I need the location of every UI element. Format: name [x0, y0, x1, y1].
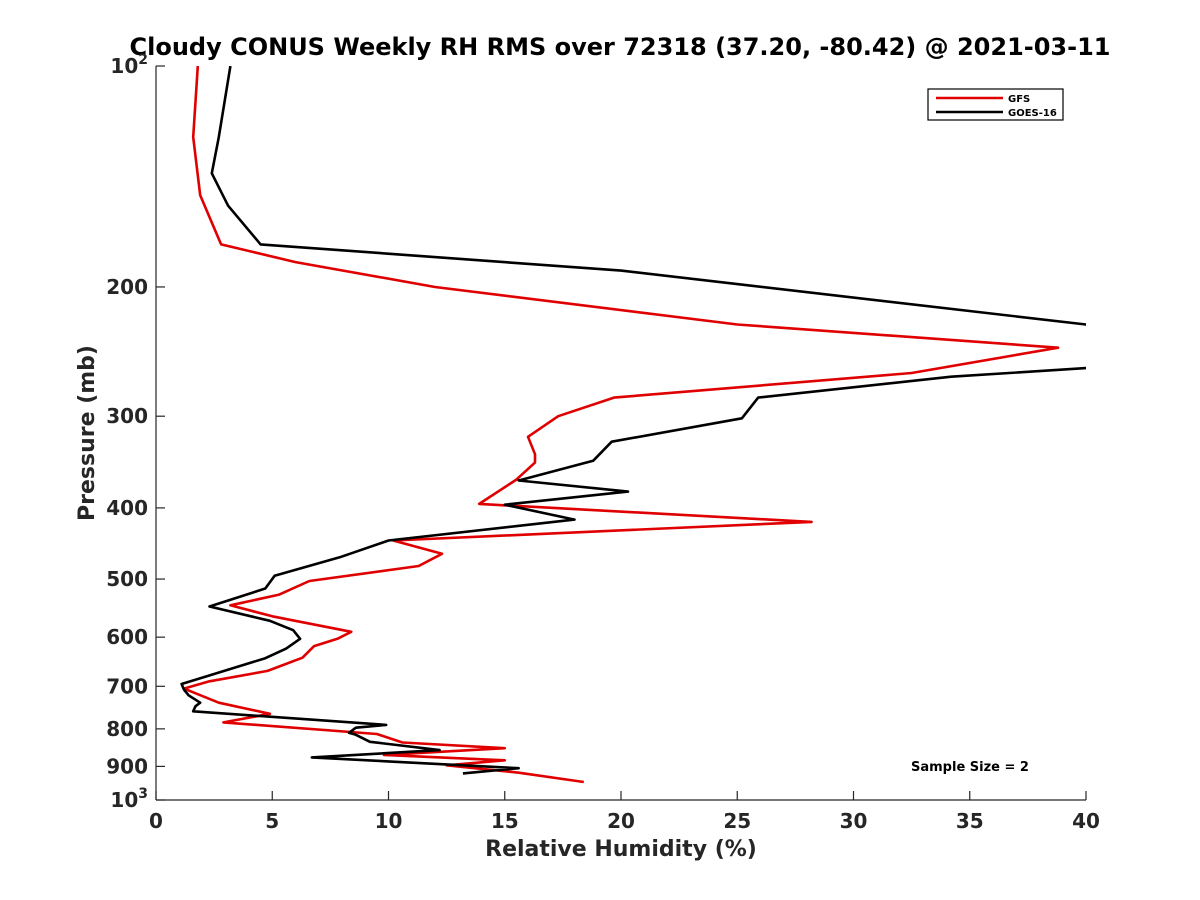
- x-tick-label: 40: [1072, 809, 1100, 833]
- x-tick-label: 25: [723, 809, 751, 833]
- y-tick-label: 900: [106, 754, 148, 778]
- chart-title: Cloudy CONUS Weekly RH RMS over 72318 (3…: [130, 33, 1111, 61]
- y-tick-label: 800: [106, 717, 148, 741]
- legend-box: [927, 88, 1064, 121]
- x-tick-label: 20: [607, 809, 635, 833]
- y-tick-label: 500: [106, 567, 148, 591]
- y-tick-label: 103: [110, 786, 148, 812]
- x-tick-label: 30: [840, 809, 868, 833]
- legend: GFS GOES-16: [927, 88, 1064, 121]
- sample-size-annotation: Sample Size = 2: [911, 760, 1029, 775]
- y-tick-label: 700: [106, 674, 148, 698]
- y-tick-label: 102: [110, 52, 148, 78]
- x-axis-label: Relative Humidity (%): [485, 837, 757, 862]
- x-tick-label: 35: [956, 809, 984, 833]
- y-tick-label: 200: [106, 275, 148, 299]
- x-tick-label: 10: [375, 809, 403, 833]
- x-ticks: 0 5 10 15 20 25 30 35 40: [149, 791, 1100, 833]
- legend-label: GFS: [1008, 94, 1030, 105]
- legend-label: GOES-16: [1008, 108, 1057, 119]
- x-tick-label: 5: [265, 809, 279, 833]
- x-tick-label: 15: [491, 809, 519, 833]
- y-tick-label: 400: [106, 496, 148, 520]
- series-lines: [180, 66, 1086, 784]
- y-ticks: 102 200 300 400 500 600 700 800 900 103: [106, 52, 165, 812]
- series-line-gfs: [182, 66, 1060, 784]
- y-axis-label: Pressure (mb): [75, 345, 100, 521]
- y-tick-label: 300: [106, 404, 148, 428]
- x-tick-label: 0: [149, 809, 163, 833]
- series-line-goes-16: [180, 66, 1086, 775]
- y-tick-label: 600: [106, 625, 148, 649]
